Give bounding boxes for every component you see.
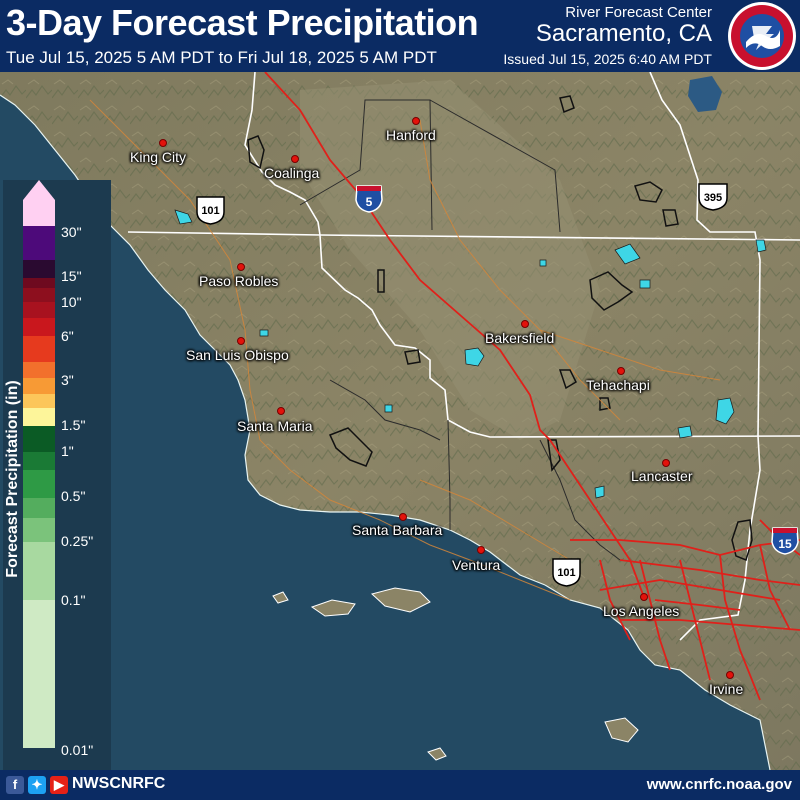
legend-swatch-p4 [23,362,55,378]
social-handle[interactable]: NWSCNRFC [72,775,166,792]
city-label-tehachapi: Tehachapi [586,377,650,393]
mountain-outlines [247,95,753,562]
map-title: 3-Day Forecast Precipitation [6,2,479,43]
city-dot-los-angeles [640,593,648,601]
website-link[interactable]: www.cnrfc.noaa.gov [646,776,792,793]
footer: f ✦ ▶ NWSCNRFC www.cnrfc.noaa.gov [0,770,800,800]
legend-swatch-p3 [23,378,55,394]
highway-shield-101-north: 101 [196,196,225,225]
precipitation-legend: Forecast Precipitation (in) 30" 15" 10" … [3,180,111,770]
county-lines [299,99,621,561]
precipitation-map: 101 5 395 101 15 [0,72,800,770]
legend-swatch-p1_25 [23,426,55,452]
forecast-period: Tue Jul 15, 2025 5 AM PDT to Fri Jul 18,… [6,48,437,67]
legend-label-10: 10" [61,294,82,310]
legend-swatch-p2 [23,394,55,408]
lakes [174,209,767,499]
legend-label-1-5: 1.5" [61,417,86,433]
legend-color-bar [23,180,55,748]
city-label-santa-maria: Santa Maria [237,418,313,434]
legend-label-0-01: 0.01" [61,742,94,758]
header: 3-Day Forecast Precipitation Tue Jul 15,… [0,0,800,72]
highway-shield-5: 5 [355,185,383,213]
shield-label: 101 [201,205,219,217]
legend-swatch-p0_75 [23,470,55,498]
legend-swatch-p30 [23,226,55,260]
legend-title: Forecast Precipitation (in) [4,380,21,578]
city-label-lancaster: Lancaster [631,468,693,484]
city-label-los-angeles: Los Angeles [603,603,680,619]
youtube-icon[interactable]: ▶ [50,776,68,794]
legend-label-0-25: 0.25" [61,533,94,549]
legend-label-30: 30" [61,224,82,240]
city-dot-irvine [726,671,734,679]
central-valley [300,80,600,440]
legend-swatch-p1_5 [23,408,55,426]
island-santa-rosa [310,599,356,617]
island-santa-cruz [370,587,431,613]
nws-logo-icon [728,2,796,70]
city-label-king-city: King City [130,149,187,165]
legend-swatch-p0_1 [23,542,55,600]
county-borders [127,72,800,641]
city-label-santa-barbara: Santa Barbara [352,522,443,538]
city-dot-ventura [477,546,485,554]
legend-swatch-p0_25 [23,518,55,542]
city-dot-coalinga [291,155,299,163]
island-catalina [604,717,639,743]
shield-label: 15 [778,537,792,551]
city-label-ventura: Ventura [452,557,501,573]
city-label-san-luis-obispo: San Luis Obispo [186,347,289,363]
highway-shield-101-south: 101 [552,558,581,587]
legend-swatch-over-30 [23,180,55,226]
center-city: Sacramento, CA [535,20,712,47]
legend-label-3: 3" [61,372,74,388]
island-san-clemente [427,747,447,761]
island-san-miguel [272,591,289,604]
legend-swatch-p0_01 [23,600,55,748]
highway-shield-15: 15 [771,527,799,555]
legend-label-15: 15" [61,268,82,284]
city-dot-santa-barbara [399,513,407,521]
legend-swatch-p15 [23,278,55,288]
city-label-hanford: Hanford [386,127,436,143]
legend-swatch-p1 [23,452,55,470]
highway-shield-395: 395 [698,183,728,211]
city-label-bakersfield: Bakersfield [485,330,555,346]
legend-label-0-1: 0.1" [61,592,86,608]
city-label-coalinga: Coalinga [264,165,320,181]
city-dot-lancaster [662,459,670,467]
coastline [0,94,771,770]
city-dot-santa-maria [277,407,285,415]
issued-time: Issued Jul 15, 2025 6:40 AM PDT [503,51,712,67]
city-dot-tehachapi [617,367,625,375]
center-label: River Forecast Center [565,4,712,21]
legend-swatch-p12 [23,288,55,302]
legend-swatch-p6 [23,336,55,362]
city-label-paso-robles: Paso Robles [199,273,279,289]
legend-label-6: 6" [61,328,74,344]
city-dot-paso-robles [237,263,245,271]
terrain-relief [0,72,800,770]
city-label-irvine: Irvine [709,681,744,697]
legend-swatch-p8 [23,318,55,336]
city-dot-bakersfield [521,320,529,328]
legend-swatch-p10 [23,302,55,318]
facebook-icon[interactable]: f [6,776,24,794]
twitter-icon[interactable]: ✦ [28,776,46,794]
shield-label: 101 [557,567,575,579]
shield-label: 395 [704,192,722,204]
city-dot-hanford [412,117,420,125]
highways [264,72,800,701]
legend-label-1: 1" [61,443,74,459]
legend-swatch-p0_5 [23,498,55,518]
city-dot-king-city [159,139,167,147]
legend-swatch-p20 [23,260,55,278]
city-dot-san-luis-obispo [237,337,245,345]
legend-label-0-5: 0.5" [61,488,86,504]
shield-label: 5 [366,195,373,209]
lake-owens [688,76,722,112]
